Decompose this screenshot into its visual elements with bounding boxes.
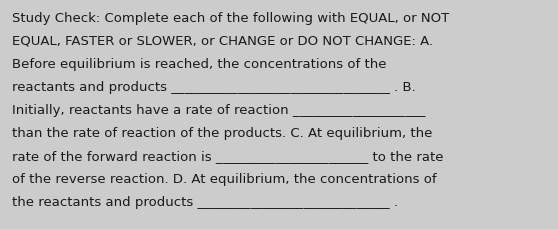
Text: Before equilibrium is reached, the concentrations of the: Before equilibrium is reached, the conce… — [12, 58, 387, 71]
Text: EQUAL, FASTER or SLOWER, or CHANGE or DO NOT CHANGE: A.: EQUAL, FASTER or SLOWER, or CHANGE or DO… — [12, 35, 433, 48]
Text: the reactants and products _____________________________ .: the reactants and products _____________… — [12, 195, 398, 208]
Text: reactants and products _________________________________ . B.: reactants and products _________________… — [12, 81, 416, 94]
Text: of the reverse reaction. D. At equilibrium, the concentrations of: of the reverse reaction. D. At equilibri… — [12, 172, 436, 185]
Text: Initially, reactants have a rate of reaction ____________________: Initially, reactants have a rate of reac… — [12, 104, 425, 117]
Text: Study Check: Complete each of the following with EQUAL, or NOT: Study Check: Complete each of the follow… — [12, 12, 449, 25]
Text: than the rate of reaction of the products. C. At equilibrium, the: than the rate of reaction of the product… — [12, 126, 432, 139]
Text: rate of the forward reaction is _______________________ to the rate: rate of the forward reaction is ________… — [12, 149, 444, 162]
